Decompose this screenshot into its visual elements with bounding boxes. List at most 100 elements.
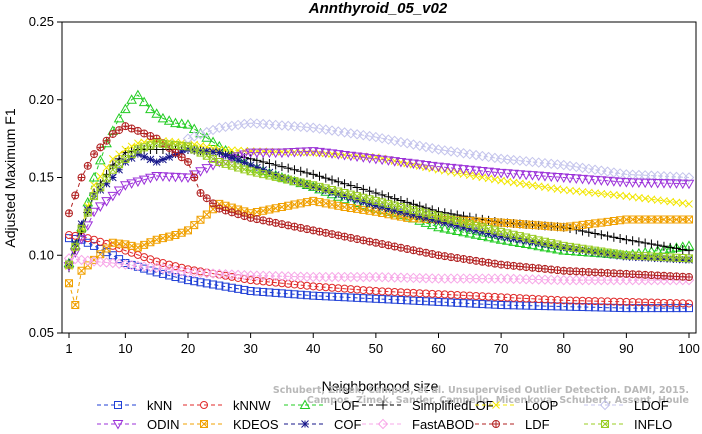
data-point — [282, 120, 294, 132]
data-point — [321, 186, 330, 195]
data-point — [163, 264, 175, 275]
data-point — [458, 165, 469, 175]
data-point — [659, 241, 669, 251]
legend-marker — [492, 420, 501, 428]
data-point — [540, 295, 549, 304]
data-point — [290, 290, 299, 299]
data-point — [559, 296, 568, 305]
data-point — [152, 158, 161, 166]
data-point — [107, 257, 119, 269]
data-point — [177, 148, 186, 156]
legend-marker — [114, 401, 122, 409]
data-point — [685, 215, 693, 224]
data-point — [227, 153, 236, 162]
data-point — [609, 303, 618, 312]
data-point — [201, 132, 213, 142]
data-point — [589, 175, 601, 186]
data-point — [171, 273, 180, 282]
data-point — [433, 144, 444, 155]
data-point — [433, 162, 444, 173]
data-point — [615, 233, 625, 243]
data-point — [647, 298, 656, 307]
data-point — [158, 269, 167, 278]
data-point — [234, 156, 242, 164]
data-point — [371, 294, 380, 303]
data-point — [296, 166, 306, 176]
data-point — [653, 196, 662, 204]
legend-marker — [301, 420, 309, 428]
data-point — [533, 171, 545, 182]
data-point — [328, 230, 337, 239]
data-point — [572, 245, 581, 254]
data-point — [447, 298, 456, 307]
legend-marker — [378, 400, 388, 410]
data-point — [558, 173, 570, 184]
data-point — [439, 222, 451, 233]
data-point — [77, 220, 86, 229]
credit-line-1: Schubert, Zimek, Campos, et al. Unsuperv… — [273, 385, 689, 396]
data-point — [597, 249, 606, 257]
data-point — [94, 154, 106, 165]
data-point — [359, 197, 368, 206]
data-point — [333, 177, 343, 187]
legend-item-kdeos: KDEOS — [183, 417, 279, 432]
data-point — [383, 156, 394, 166]
data-point — [358, 129, 369, 141]
data-point — [578, 296, 587, 305]
data-point — [547, 241, 556, 250]
data-point — [276, 120, 288, 131]
data-point — [240, 158, 249, 167]
data-point — [483, 231, 494, 242]
x-axis-label: Neighborhood size — [322, 378, 439, 394]
data-point — [414, 160, 426, 170]
data-point — [120, 103, 131, 114]
x-tick-label: 30 — [243, 341, 257, 356]
data-point — [603, 303, 612, 312]
data-point — [652, 245, 664, 255]
plot-frame — [61, 21, 697, 334]
data-point — [445, 163, 457, 174]
data-point — [346, 293, 355, 302]
x-tick-label: 1 — [65, 341, 72, 356]
data-point — [370, 154, 382, 165]
data-point — [685, 254, 693, 263]
series-layer — [63, 89, 695, 313]
data-point — [665, 242, 675, 252]
data-point — [258, 157, 268, 167]
data-point — [678, 199, 687, 208]
data-point — [183, 157, 192, 166]
legend-label: kNNW — [233, 398, 271, 413]
data-point — [653, 298, 662, 307]
data-point — [176, 266, 187, 277]
data-point — [508, 154, 519, 166]
data-point — [635, 253, 643, 262]
data-point — [584, 188, 593, 197]
data-point — [445, 224, 457, 234]
data-point — [207, 136, 219, 147]
data-point — [88, 207, 100, 218]
data-point — [660, 196, 668, 205]
data-point — [597, 297, 606, 306]
data-point — [157, 263, 169, 274]
data-point — [683, 172, 695, 183]
data-point — [170, 265, 181, 276]
data-point — [146, 155, 155, 164]
data-point — [353, 235, 362, 244]
data-point — [252, 276, 261, 285]
data-point — [377, 190, 387, 200]
legend-label: LoOP — [525, 398, 558, 413]
data-point — [584, 247, 593, 256]
data-point — [666, 197, 675, 206]
data-point — [616, 252, 624, 260]
legend-label: SimplifiedLOF — [412, 398, 494, 413]
data-point — [428, 289, 437, 298]
x-tick-label: 80 — [557, 341, 571, 356]
data-point — [277, 220, 286, 229]
data-point — [539, 172, 551, 182]
legend-item-ldf: LDF — [475, 417, 550, 432]
data-point — [264, 119, 275, 130]
data-point — [470, 229, 482, 239]
data-point — [421, 289, 430, 298]
x-tick-label: 10 — [118, 341, 132, 356]
x-tick-label: 100 — [678, 341, 700, 356]
